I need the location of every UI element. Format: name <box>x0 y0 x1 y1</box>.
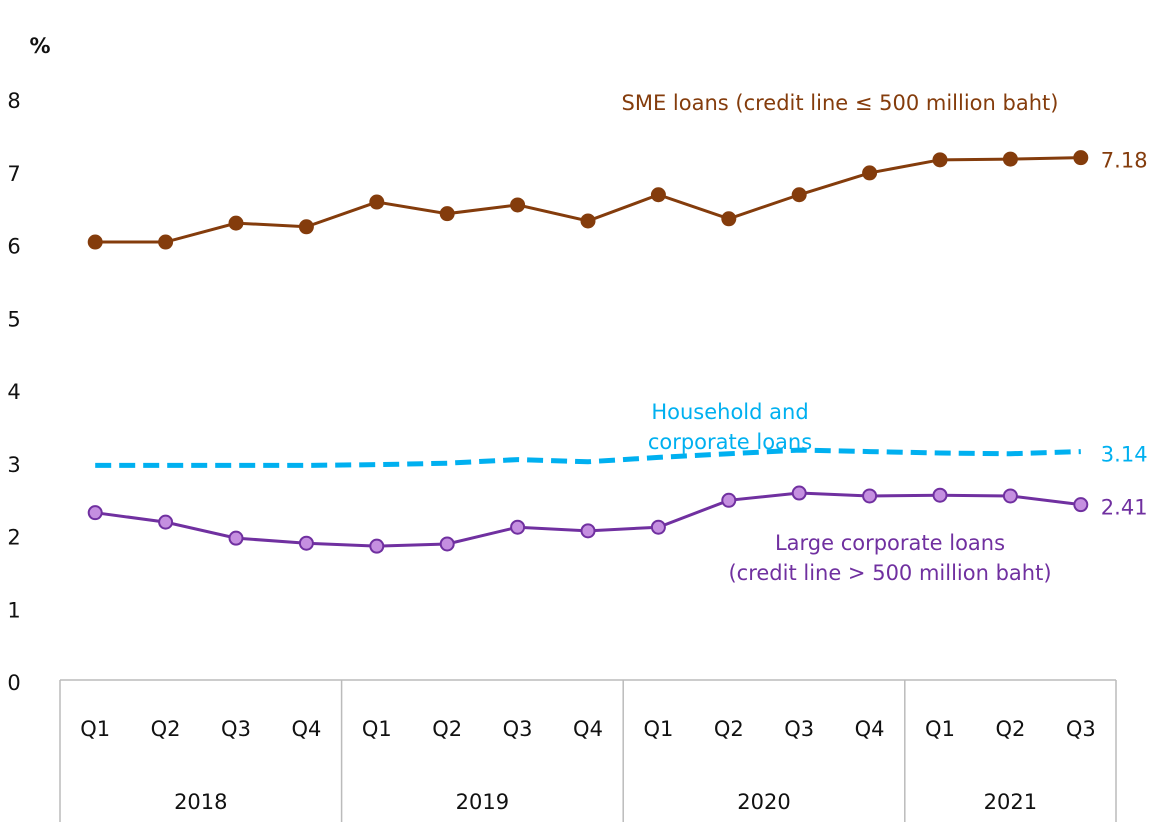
data-point <box>1073 150 1089 166</box>
data-point <box>298 219 314 235</box>
x-tick-label: Q1 <box>80 717 110 741</box>
data-point <box>369 194 385 210</box>
data-point <box>1002 488 1018 504</box>
data-point <box>87 234 103 250</box>
y-tick-label: 6 <box>7 235 20 259</box>
y-tick-label: 0 <box>7 671 20 695</box>
x-tick-label: Q4 <box>573 717 603 741</box>
data-point <box>932 487 948 503</box>
data-point <box>369 538 385 554</box>
x-tick-label: Q2 <box>151 717 181 741</box>
data-point <box>721 492 737 508</box>
data-point <box>650 519 666 535</box>
data-point <box>158 514 174 530</box>
y-axis-label: % <box>29 34 50 58</box>
y-tick-label: 7 <box>7 162 20 186</box>
data-point <box>791 485 807 501</box>
x-tick-label: Q2 <box>432 717 462 741</box>
data-point <box>439 536 455 552</box>
data-point <box>932 152 948 168</box>
data-point <box>650 187 666 203</box>
x-tick-label: Q4 <box>291 717 321 741</box>
data-point <box>862 165 878 181</box>
data-point <box>791 187 807 203</box>
x-tick-label: Q3 <box>221 717 251 741</box>
data-point <box>580 213 596 229</box>
x-tick-label: Q1 <box>362 717 392 741</box>
series-label: SME loans (credit line ≤ 500 million bah… <box>621 91 1059 115</box>
y-tick-label: 4 <box>7 380 20 404</box>
x-tick-label: Q1 <box>643 717 673 741</box>
x-tick-label: Q2 <box>995 717 1025 741</box>
data-point <box>721 211 737 227</box>
series-label: Large corporate loans (credit line > 500… <box>728 531 1052 585</box>
y-tick-label: 8 <box>7 89 20 113</box>
y-tick-label: 1 <box>7 598 20 622</box>
series-line <box>95 156 1081 244</box>
x-tick-label: Q4 <box>855 717 885 741</box>
data-point <box>228 530 244 546</box>
x-tick-label: Q3 <box>503 717 533 741</box>
series-line <box>95 447 1081 468</box>
data-point <box>298 535 314 551</box>
end-value-label: 7.18 <box>1101 149 1148 173</box>
x-tick-label: Q3 <box>1066 717 1096 741</box>
group-label: 2021 <box>984 790 1037 814</box>
y-tick-label: 2 <box>7 526 20 550</box>
end-value-label: 2.41 <box>1101 496 1148 520</box>
data-point <box>87 505 103 521</box>
data-point <box>158 234 174 250</box>
series-label: Household and corporate loans <box>647 400 813 454</box>
group-label: 2018 <box>174 790 227 814</box>
group-label: 2020 <box>737 790 790 814</box>
end-value-label: 3.14 <box>1101 443 1148 467</box>
y-tick-label: 5 <box>7 307 20 331</box>
data-point <box>1002 151 1018 167</box>
group-label: 2019 <box>456 790 509 814</box>
data-point <box>439 206 455 222</box>
y-tick-label: 3 <box>7 453 20 477</box>
x-tick-label: Q2 <box>714 717 744 741</box>
data-point <box>1073 497 1089 513</box>
data-point <box>510 197 526 213</box>
x-tick-label: Q1 <box>925 717 955 741</box>
data-point <box>228 215 244 231</box>
data-point <box>580 523 596 539</box>
data-point <box>510 519 526 535</box>
data-point <box>862 488 878 504</box>
x-tick-label: Q3 <box>784 717 814 741</box>
